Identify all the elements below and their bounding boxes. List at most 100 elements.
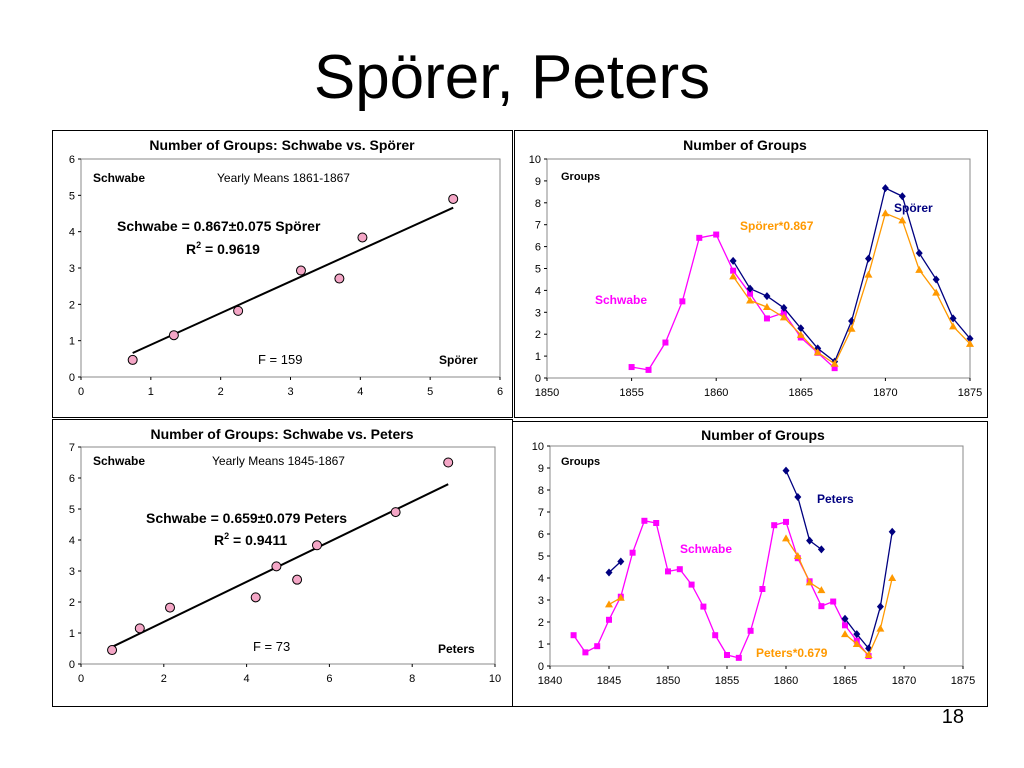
data-point	[107, 645, 118, 656]
chart-title: Number of Groups	[701, 427, 825, 443]
x-tick-label: 2	[218, 386, 224, 398]
scatter-chart-sporer: Number of Groups: Schwabe vs. Spörer 0 1 2…	[69, 137, 503, 398]
data-point	[847, 324, 856, 332]
data-point	[932, 288, 941, 296]
data-point	[665, 568, 671, 575]
data-point	[334, 273, 345, 284]
y-tick-label: 3	[535, 307, 541, 319]
data-point	[762, 303, 771, 311]
slide-title: Spörer, Peters	[313, 43, 711, 112]
data-point	[842, 622, 848, 629]
data-point	[949, 314, 957, 323]
data-point	[881, 209, 890, 217]
data-point	[641, 517, 648, 524]
data-point	[616, 593, 625, 601]
y-tick-label: 3	[69, 263, 75, 275]
y-tick-label: 5	[535, 264, 541, 276]
series-lines	[570, 466, 897, 661]
y-axis-label: Groups	[561, 171, 600, 183]
series-line	[785, 470, 822, 550]
data-point	[127, 354, 138, 365]
y-tick-label: 2	[69, 597, 75, 609]
data-point	[932, 275, 940, 284]
data-point	[443, 457, 454, 468]
x-axis-label: Peters	[438, 642, 475, 656]
x-tick-label: 1	[148, 386, 154, 398]
y-tick-label: 6	[535, 242, 541, 254]
page-number: 18	[941, 706, 964, 728]
data-point	[915, 249, 923, 258]
x-tick-labels: 1850 1855 1860 1865 1870 1875	[535, 378, 982, 399]
data-point	[898, 192, 906, 201]
x-tick-label: 10	[489, 673, 501, 685]
data-point	[713, 231, 720, 238]
y-tick-label: 7	[535, 220, 541, 232]
y-tick-label: 2	[538, 617, 544, 629]
data-point	[570, 632, 577, 639]
plot-area	[80, 446, 496, 665]
chart-subtitle: Yearly Means 1845-1867	[212, 454, 345, 468]
data-point	[688, 581, 695, 588]
x-tick-label: 1840	[538, 675, 562, 687]
series-schwabe	[570, 517, 872, 661]
data-point	[594, 643, 601, 650]
y-tick-label: 0	[535, 373, 541, 385]
y-tick-label: 4	[538, 573, 544, 585]
series-sp-rer	[729, 184, 974, 366]
data-point	[134, 623, 145, 634]
y-tick-label: 0	[69, 372, 75, 384]
series-label-schwabe: Schwabe	[595, 293, 647, 307]
y-tick-label: 4	[69, 227, 75, 239]
y-tick-label: 4	[535, 285, 541, 297]
data-point	[817, 586, 826, 594]
y-tick-label: 0	[538, 661, 544, 673]
data-point	[605, 600, 613, 608]
x-tick-label: 1870	[892, 675, 916, 687]
data-points	[107, 457, 454, 656]
f-statistic: F = 159	[258, 352, 302, 367]
y-tick-label: 1	[69, 336, 75, 348]
data-point	[881, 184, 889, 193]
data-point	[841, 614, 849, 623]
data-point	[794, 493, 802, 502]
series-label-schwabe: Schwabe	[680, 542, 732, 556]
data-point	[628, 364, 635, 371]
data-point	[852, 640, 861, 647]
series-line	[732, 187, 971, 363]
data-point	[763, 315, 770, 322]
y-tick-label: 0	[69, 659, 75, 671]
data-point	[729, 272, 738, 280]
data-point	[250, 592, 261, 603]
data-point	[783, 518, 789, 525]
plot-area	[546, 158, 971, 379]
data-point	[759, 586, 766, 592]
data-point	[747, 290, 754, 297]
scatter-panel-peters: Number of Groups: Schwabe vs. Peters 0 1 2…	[52, 419, 513, 707]
data-point	[876, 602, 884, 611]
data-point	[730, 267, 737, 274]
y-tick-label: 2	[535, 329, 541, 341]
data-point	[966, 334, 974, 343]
y-tick-label: 10	[529, 154, 541, 166]
x-tick-labels: 0 1 2 3 4 5 6	[78, 377, 503, 398]
data-point	[712, 632, 719, 639]
y-tick-label: 7	[538, 507, 544, 519]
x-tick-label: 1865	[833, 675, 857, 687]
y-tick-label: 6	[69, 473, 75, 485]
y-tick-label: 5	[69, 190, 75, 202]
line-panel-sporer: Number of Groups 0 1 2 3 4 5 6 7 8 9 10 1850 1855 18…	[514, 130, 988, 418]
y-tick-label: 8	[538, 485, 544, 497]
series-line	[631, 233, 836, 371]
y-axis-label: Schwabe	[93, 171, 145, 185]
x-tick-labels: 1840 1845 1850 1855 1860 1865 1870 1875	[538, 666, 975, 687]
series-line	[573, 520, 870, 659]
y-tick-label: 4	[69, 535, 75, 547]
data-point	[311, 540, 322, 551]
data-point	[888, 527, 896, 536]
data-point	[888, 574, 897, 581]
data-point	[853, 630, 861, 639]
r-squared: R2 = 0.9619	[186, 240, 260, 257]
series-label-peters: Peters	[817, 492, 854, 506]
data-point	[806, 536, 814, 545]
